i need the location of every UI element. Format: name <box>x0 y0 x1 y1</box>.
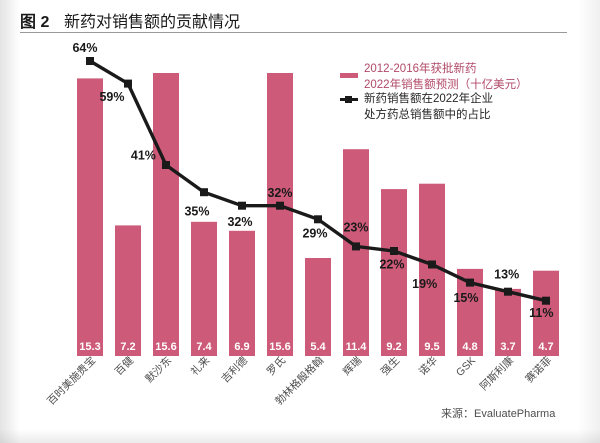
svg-text:辉瑞: 辉瑞 <box>340 354 364 378</box>
svg-text:11.4: 11.4 <box>346 341 368 353</box>
svg-text:3.7: 3.7 <box>500 341 515 353</box>
svg-text:百时美施贵宝: 百时美施贵宝 <box>44 354 98 408</box>
svg-text:9.5: 9.5 <box>424 341 439 353</box>
svg-text:19%: 19% <box>412 277 437 291</box>
svg-text:29%: 29% <box>302 227 327 241</box>
svg-text:13%: 13% <box>494 268 519 282</box>
svg-text:默沙东: 默沙东 <box>143 354 174 385</box>
svg-text:吉利德: 吉利德 <box>219 354 251 386</box>
svg-text:4.7: 4.7 <box>538 341 553 353</box>
svg-text:5.4: 5.4 <box>310 341 326 353</box>
svg-text:礼来: 礼来 <box>188 354 212 378</box>
svg-text:阿斯利康: 阿斯利康 <box>477 354 516 393</box>
svg-text:百健: 百健 <box>113 354 137 378</box>
svg-text:7.2: 7.2 <box>120 341 135 353</box>
svg-text:22%: 22% <box>379 258 404 272</box>
svg-text:32%: 32% <box>267 186 292 200</box>
svg-text:11%: 11% <box>529 306 553 320</box>
svg-text:59%: 59% <box>99 90 124 104</box>
svg-text:64%: 64% <box>72 41 97 55</box>
svg-text:诺华: 诺华 <box>416 354 440 378</box>
svg-text:强生: 强生 <box>378 354 402 378</box>
svg-text:15.6: 15.6 <box>269 341 290 353</box>
svg-text:23%: 23% <box>343 221 368 235</box>
svg-text:赛诺菲: 赛诺菲 <box>523 354 555 386</box>
svg-text:41%: 41% <box>131 149 156 163</box>
svg-text:15.3: 15.3 <box>79 341 100 353</box>
svg-text:9.2: 9.2 <box>386 341 401 353</box>
svg-text:32%: 32% <box>227 215 252 229</box>
svg-text:6.9: 6.9 <box>234 341 249 353</box>
svg-text:4.8: 4.8 <box>462 341 477 353</box>
svg-text:15%: 15% <box>453 291 478 305</box>
svg-text:35%: 35% <box>184 205 209 219</box>
svg-text:GSK: GSK <box>454 355 478 379</box>
svg-text:7.4: 7.4 <box>196 341 212 353</box>
svg-text:15.6: 15.6 <box>155 341 176 353</box>
svg-text:罗氏: 罗氏 <box>265 354 289 378</box>
